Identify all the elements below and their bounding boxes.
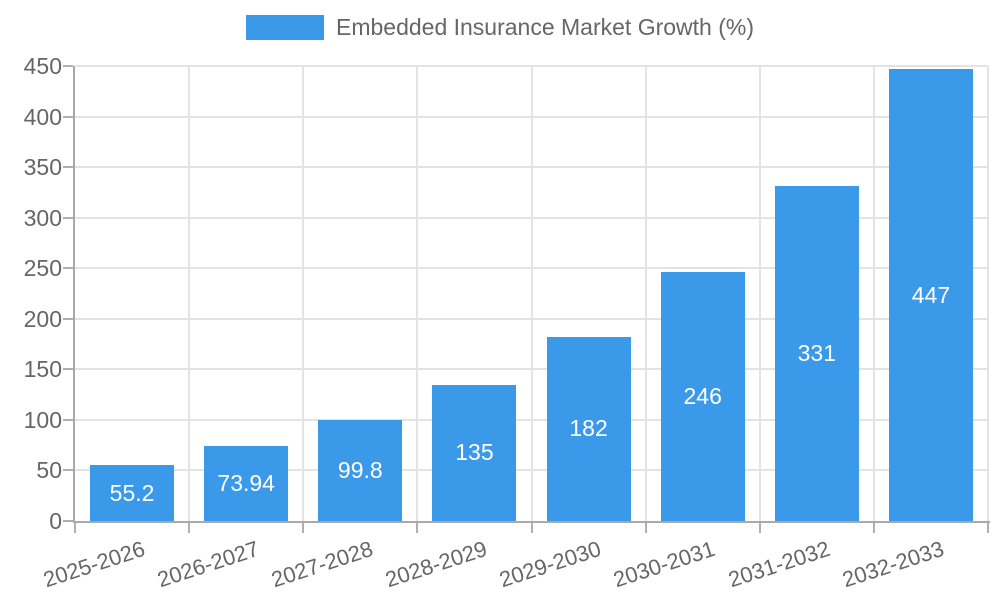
y-axis-tick-label: 0 bbox=[49, 508, 62, 534]
y-axis-tick-label: 450 bbox=[23, 53, 62, 79]
bar bbox=[660, 272, 745, 521]
x-axis-tick bbox=[987, 523, 989, 533]
chart-legend: Embedded Insurance Market Growth (%) bbox=[0, 15, 1000, 40]
y-axis-tick bbox=[63, 469, 73, 472]
bar-value-label: 447 bbox=[911, 281, 951, 308]
y-axis-tick bbox=[63, 65, 73, 67]
bar bbox=[204, 446, 289, 521]
bar bbox=[90, 465, 175, 521]
x-axis-tick-label: 2031-2032 bbox=[724, 536, 833, 593]
x-axis-tick bbox=[302, 523, 305, 533]
y-axis-tick-label: 350 bbox=[23, 154, 62, 181]
x-axis-tick bbox=[644, 523, 647, 533]
x-axis-tick-label: 2027-2028 bbox=[268, 536, 377, 593]
y-axis-tick-label: 150 bbox=[23, 356, 62, 383]
bar-value-label: 182 bbox=[569, 415, 608, 442]
x-grid-line bbox=[758, 66, 761, 521]
y-axis-tick bbox=[63, 520, 73, 522]
x-axis-line bbox=[73, 521, 990, 523]
bar bbox=[774, 186, 859, 521]
x-axis-tick-label: 2028-2029 bbox=[382, 536, 491, 593]
x-axis-tick-label: 2030-2031 bbox=[610, 536, 719, 593]
bar-value-label: 99.8 bbox=[337, 457, 383, 484]
x-axis-tick-label: 2026-2027 bbox=[154, 536, 262, 593]
x-axis-tick bbox=[74, 523, 76, 533]
x-axis-tick bbox=[188, 523, 191, 533]
y-axis-tick bbox=[63, 368, 73, 371]
x-grid-line bbox=[987, 66, 989, 521]
bar bbox=[546, 336, 631, 521]
x-axis-tick-label: 2025-2026 bbox=[39, 536, 148, 593]
y-axis-tick bbox=[63, 166, 73, 169]
y-axis-tick bbox=[63, 317, 73, 320]
x-grid-line bbox=[872, 66, 875, 521]
y-axis-line bbox=[73, 66, 75, 523]
bar-value-label: 73.94 bbox=[217, 470, 275, 497]
legend-label: Embedded Insurance Market Growth (%) bbox=[335, 14, 754, 40]
y-axis-tick bbox=[63, 267, 73, 270]
y-axis-tick-label: 200 bbox=[23, 305, 62, 332]
bar-value-label: 246 bbox=[683, 383, 722, 410]
x-axis-tick-label: 2032-2033 bbox=[838, 536, 947, 593]
x-axis-tick bbox=[416, 523, 419, 533]
bar bbox=[888, 69, 973, 521]
legend-swatch-icon bbox=[245, 15, 324, 40]
x-grid-line bbox=[188, 66, 191, 521]
x-axis-tick bbox=[872, 523, 875, 533]
x-axis-tick bbox=[530, 523, 533, 533]
y-axis-tick bbox=[63, 115, 73, 118]
bar bbox=[432, 384, 517, 521]
x-grid-line bbox=[416, 66, 419, 521]
bar-value-label: 331 bbox=[797, 340, 836, 367]
y-axis-tick-label: 250 bbox=[23, 255, 62, 282]
x-axis-tick bbox=[758, 523, 761, 533]
x-grid-line bbox=[302, 66, 305, 521]
bar-value-label: 55.2 bbox=[109, 479, 155, 506]
y-axis-tick-label: 100 bbox=[23, 406, 62, 433]
y-axis-tick bbox=[63, 216, 73, 219]
legend-item[interactable]: Embedded Insurance Market Growth (%) bbox=[245, 14, 754, 40]
x-grid-line bbox=[644, 66, 647, 521]
y-axis-tick-label: 50 bbox=[36, 457, 62, 484]
bar bbox=[318, 420, 403, 521]
y-axis-tick bbox=[63, 418, 73, 421]
y-axis-tick-label: 300 bbox=[23, 204, 62, 231]
x-axis-tick-label: 2029-2030 bbox=[496, 536, 605, 593]
bar-value-label: 135 bbox=[455, 439, 494, 466]
x-grid-line bbox=[530, 66, 533, 521]
y-axis-tick-label: 400 bbox=[23, 103, 62, 130]
